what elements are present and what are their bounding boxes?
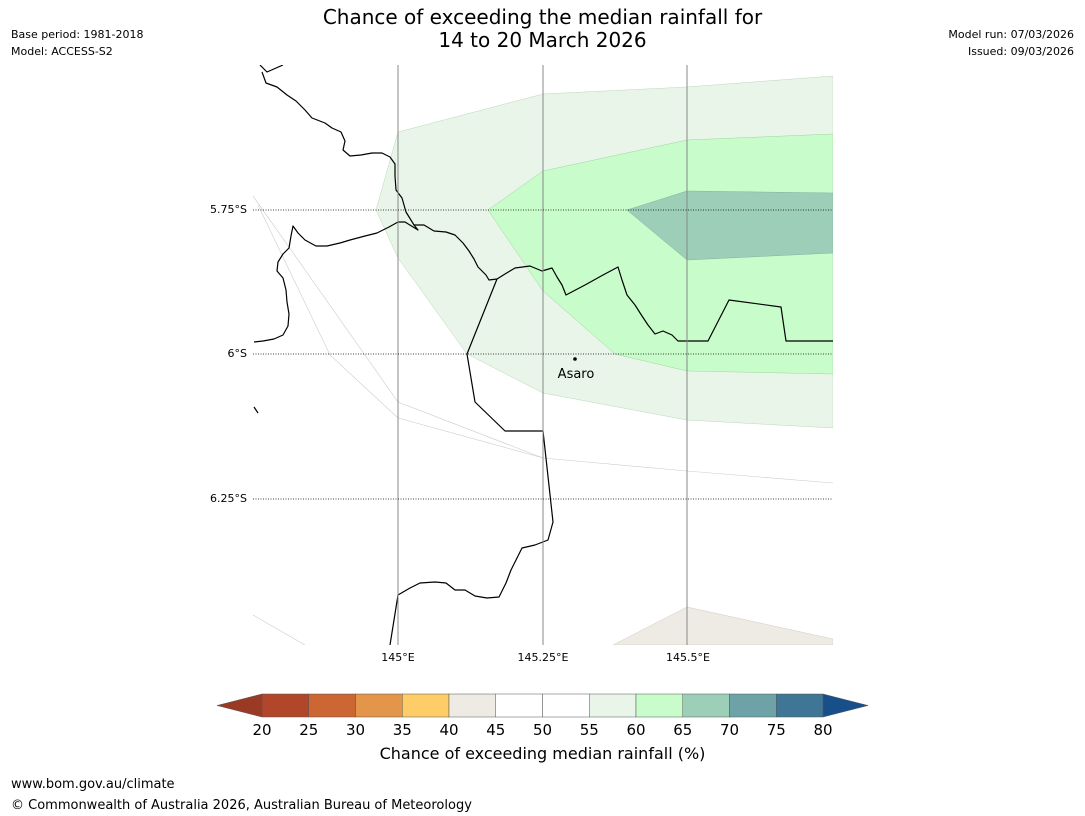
colorbar-tick: 75 — [767, 721, 786, 739]
colorbar-tick: 50 — [533, 721, 552, 739]
issued-date: Issued: 09/03/2026 — [967, 45, 1074, 58]
meta-left: Base period: 1981-2018 Model: ACCESS-S2 — [11, 26, 143, 60]
meridians — [397, 65, 688, 645]
province-border — [389, 278, 554, 645]
meta-right: Model run: 07/03/2026 Issued: 09/03/2026 — [948, 26, 1074, 60]
colorbar: 20 25 30 35 40 45 50 55 60 65 70 75 80 — [216, 693, 869, 739]
colorbar-segment — [355, 693, 403, 718]
footer-url: www.bom.gov.au/climate — [11, 777, 175, 792]
footer-copyright: © Commonwealth of Australia 2026, Austra… — [11, 798, 472, 813]
colorbar-segment — [495, 693, 543, 718]
coastline — [253, 65, 419, 343]
lat-label: 6°S — [228, 347, 247, 360]
coast-fragment — [253, 406, 259, 414]
colorbar-segment — [776, 693, 824, 718]
base-period: Base period: 1981-2018 — [11, 28, 144, 41]
colorbar-segment — [308, 693, 356, 718]
title-line-1: Chance of exceeding the median rainfall … — [322, 5, 763, 29]
colorbar-tick: 80 — [813, 721, 832, 739]
lon-label: 145.25°E — [518, 651, 569, 664]
colorbar-tick: 20 — [252, 721, 271, 739]
chart-title: Chance of exceeding the median rainfall … — [0, 6, 1085, 52]
place-label-asaro: Asaro — [558, 367, 595, 382]
lon-label: 145.5°E — [666, 651, 710, 664]
parallels — [253, 209, 833, 500]
colorbar-under-arrow — [216, 693, 263, 718]
colorbar-segment — [635, 693, 683, 718]
colorbar-tick: 65 — [673, 721, 692, 739]
colorbar-segment — [261, 693, 309, 718]
zone-65-70 — [626, 190, 833, 261]
place-marker — [573, 357, 577, 361]
colorbar-segment — [402, 693, 450, 718]
colorbar-tick: 45 — [486, 721, 505, 739]
colorbar-tick: 40 — [439, 721, 458, 739]
colorbar-tick: 30 — [346, 721, 365, 739]
colorbar-tick: 35 — [393, 721, 412, 739]
contour-50-lower — [253, 614, 306, 645]
lat-label: 6.25°S — [210, 492, 247, 505]
colorbar-tick: 55 — [580, 721, 599, 739]
colorbar-tick: 60 — [626, 721, 645, 739]
footer: www.bom.gov.au/climate © Commonwealth of… — [11, 774, 472, 816]
lon-label: 145°E — [381, 651, 414, 664]
land-border — [414, 224, 833, 342]
colorbar-segment — [729, 693, 777, 718]
title-line-2: 14 to 20 March 2026 — [438, 28, 647, 52]
map-plot-area — [253, 65, 833, 645]
colorbar-tick: 25 — [299, 721, 318, 739]
colorbar-segment — [589, 693, 637, 718]
colorbar-segment — [682, 693, 730, 718]
model-run: Model run: 07/03/2026 — [948, 28, 1074, 41]
colorbar-label: Chance of exceeding median rainfall (%) — [379, 744, 706, 763]
colorbar-over-arrow — [822, 693, 869, 718]
model-name: Model: ACCESS-S2 — [11, 45, 113, 58]
contour-50-inner — [257, 204, 544, 459]
colorbar-segment — [542, 693, 590, 718]
colorbar-tick: 70 — [720, 721, 739, 739]
lat-label: 5.75°S — [210, 203, 247, 216]
colorbar-segment — [448, 693, 496, 718]
zone-40-45 — [612, 606, 833, 645]
